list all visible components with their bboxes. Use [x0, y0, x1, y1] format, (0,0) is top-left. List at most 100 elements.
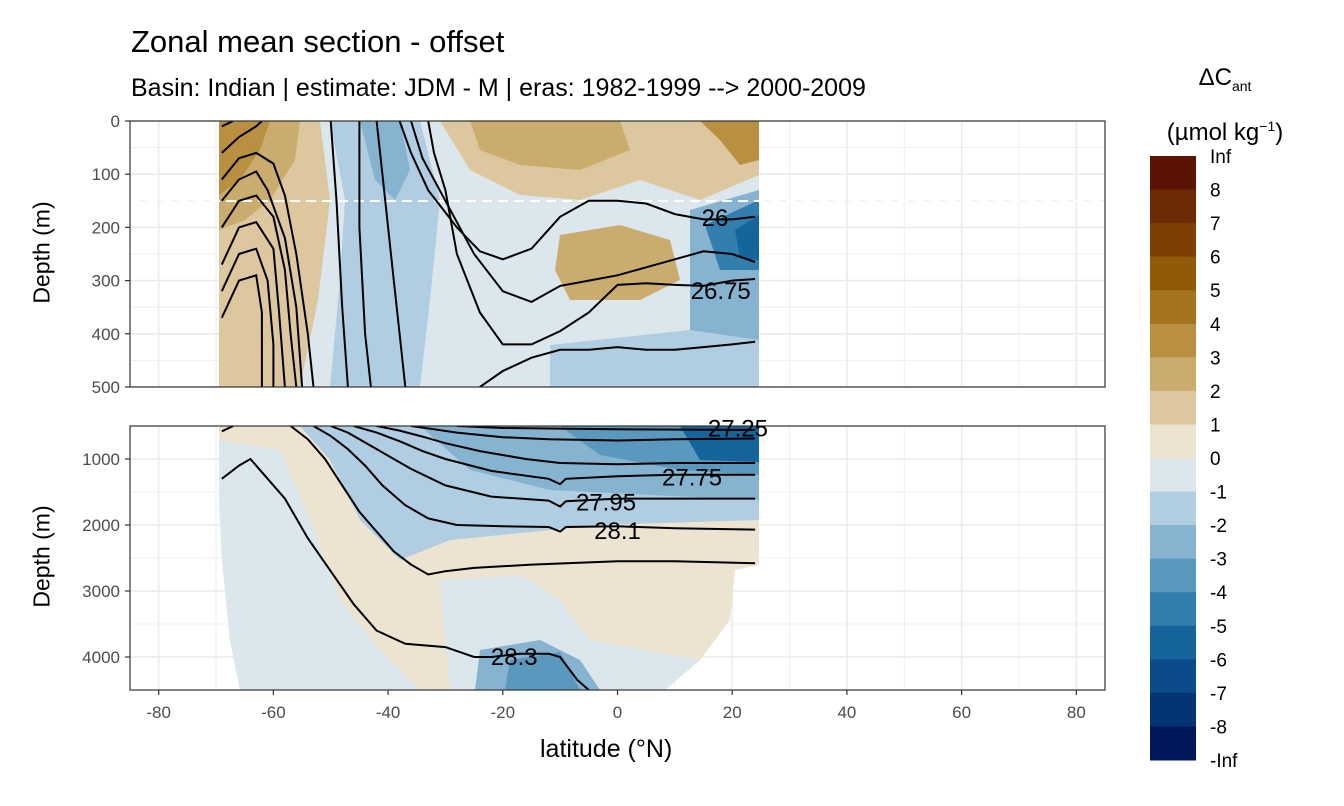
isopycnal-line: [330, 426, 756, 508]
isopycnal-label: 28.1: [594, 518, 641, 545]
x-tick-label: 60: [952, 703, 971, 722]
isopycnal-line: [221, 426, 234, 433]
isopycnal-label: 27.25: [708, 416, 768, 443]
legend-label: -5: [1210, 617, 1227, 638]
legend-label: 4: [1210, 315, 1221, 336]
x-tick-label: 0: [613, 703, 622, 722]
region-blue-bottom-core: [505, 652, 580, 690]
x-ticks: -80 -60 -40 -20 0 20 40 60 80: [146, 690, 1086, 722]
legend-swatch: [1150, 256, 1196, 291]
y-tick-label: 3000: [82, 582, 120, 601]
region-brown-north-max: [700, 121, 759, 165]
y-tick-label: 400: [92, 325, 120, 344]
legend-title-main: ΔC: [1198, 64, 1232, 91]
legend-label: 8: [1210, 181, 1221, 202]
isopycnal-line: [376, 426, 756, 466]
isopycnal-line: [221, 121, 263, 154]
isopycnal-line: [375, 121, 407, 387]
legend-label: -3: [1210, 550, 1227, 571]
y-tick-label: 2000: [82, 516, 120, 535]
x-tick-label: -40: [376, 703, 401, 722]
isopycnal-line: [456, 426, 756, 431]
isopycnal-line: [353, 426, 756, 486]
region-light-south-lower: [219, 440, 420, 690]
legend-label: 0: [1210, 449, 1221, 470]
legend-title: ΔCant (µmol kg−1): [1150, 58, 1300, 153]
x-tick-label: -80: [146, 703, 171, 722]
legend-label: -6: [1210, 650, 1227, 671]
y-tick-label: 300: [92, 272, 120, 291]
region-brown-south-max: [219, 121, 270, 195]
panel-upper: [129, 120, 1106, 388]
legend-swatch: [1150, 156, 1196, 191]
isopycnal-line: [220, 274, 263, 387]
region-blue-north-max: [735, 215, 759, 260]
legend-label: -1: [1210, 483, 1227, 504]
legend-title-sub: ant: [1231, 77, 1252, 94]
y-ticks: 0 100 200 300 400 500 1000 2000 3000 4000: [82, 112, 130, 667]
chart-subtitle: Basin: Indian | estimate: JDM - M | eras…: [131, 74, 866, 102]
region-blue-front-core: [360, 121, 410, 200]
x-axis-label: latitude (°N): [540, 735, 673, 763]
isopycnal-line: [329, 121, 349, 387]
legend-label: -Inf: [1210, 751, 1238, 772]
region-blue-deep: [550, 330, 759, 387]
legend-swatch: [1150, 223, 1196, 258]
legend-swatch: [1150, 625, 1196, 660]
legend-label: 2: [1210, 382, 1221, 403]
legend-colorbar: Inf 8 7 6 5 4 3 2 1 0 -1 -2 -3 -4 -5 -6 -7 -8 -Inf: [1150, 147, 1238, 772]
legend-swatch: [1150, 189, 1196, 224]
legend-label: -4: [1210, 583, 1227, 604]
legend-swatch: [1150, 323, 1196, 358]
legend-swatch: [1150, 692, 1196, 727]
y-tick-label: 1000: [82, 450, 120, 469]
y-tick-label: 500: [92, 378, 120, 397]
field-lower: [219, 426, 759, 690]
isopycnal-line: [220, 247, 275, 387]
legend-swatch: [1150, 592, 1196, 627]
isopycnal-line: [410, 426, 756, 442]
isopycnal-line: [479, 340, 756, 387]
legend-swatch: [1150, 458, 1196, 493]
y-tick-label: 0: [111, 112, 120, 131]
x-tick-label: -60: [261, 703, 286, 722]
legend-unit-sup: −1: [1259, 117, 1276, 134]
legend-swatch: [1150, 726, 1196, 761]
legend-swatch: [1150, 558, 1196, 593]
isopycnal-line: [289, 426, 756, 576]
isopycnal-line: [220, 194, 298, 387]
isopycnal-label: 28.3: [491, 644, 538, 671]
legend-label: 7: [1210, 214, 1221, 235]
isopycnal-label: 26.75: [691, 278, 751, 305]
chart-title: Zonal mean section - offset: [131, 24, 505, 59]
region-blue-max-lower: [680, 426, 759, 462]
isopycnals-upper: [220, 121, 756, 387]
isopycnals-lower: [221, 426, 756, 690]
legend-swatch: [1150, 390, 1196, 425]
isopycnal-line: [221, 121, 234, 128]
legend-label: Inf: [1210, 147, 1232, 168]
isopycnal-line: [427, 121, 756, 346]
region-brown-north-core: [470, 121, 630, 170]
x-tick-label: 80: [1067, 703, 1086, 722]
isopycnal-line: [358, 121, 372, 387]
legend-swatch: [1150, 491, 1196, 526]
legend-swatch: [1150, 357, 1196, 392]
legend-label: 1: [1210, 415, 1221, 436]
isopycnal-line: [410, 121, 756, 303]
legend-unit-main: (µmol kg: [1166, 118, 1260, 146]
x-tick-label: 40: [837, 703, 856, 722]
isopycnal-line: [221, 151, 315, 387]
legend-label: 3: [1210, 348, 1221, 369]
panel-lower: [129, 425, 1106, 691]
isopycnal-line: [221, 170, 304, 387]
field-upper: [130, 121, 1105, 387]
y-tick-label: 200: [92, 218, 120, 237]
legend-swatch: [1150, 290, 1196, 325]
isopycnal-line: [313, 426, 756, 533]
legend-swatch: [1150, 659, 1196, 694]
legend-swatch: [1150, 424, 1196, 459]
legend-label: 5: [1210, 281, 1221, 302]
